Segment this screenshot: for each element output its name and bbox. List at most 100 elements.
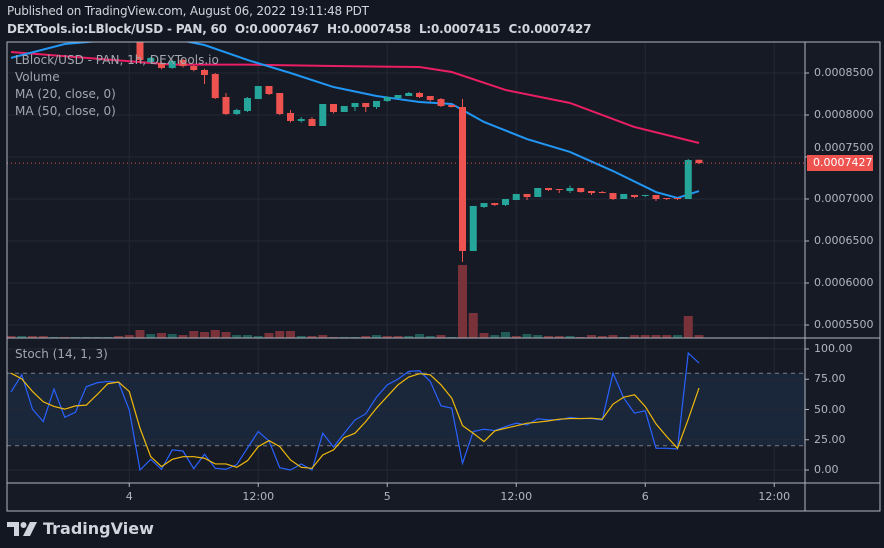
candle-body (287, 112, 294, 121)
volume-bar (318, 335, 328, 338)
volume-bar (275, 331, 285, 338)
candle-body (276, 92, 284, 114)
volume-bar (544, 336, 553, 338)
candle-body (168, 60, 176, 68)
volume-bar (533, 335, 543, 338)
volume-bar (286, 331, 295, 338)
candle-body (394, 95, 402, 99)
candle-body (211, 74, 219, 99)
volume-bar (640, 335, 650, 338)
volume-bar (415, 334, 424, 338)
volume-bar (683, 316, 693, 338)
candle (287, 109, 294, 123)
candle-body (244, 98, 251, 111)
candle-body (319, 103, 327, 127)
candle-body (631, 194, 638, 197)
candle-body (534, 187, 542, 197)
candle (545, 187, 552, 192)
legend-volume[interactable]: Volume (15, 70, 60, 84)
legend-stoch[interactable]: Stoch (14, 1, 3) (15, 347, 108, 361)
symbol-name: DEXTools.io:LBlock/USD - PAN, 60 (7, 22, 227, 36)
volume-bar (296, 336, 306, 338)
candle (362, 102, 370, 112)
candle (480, 203, 488, 208)
candle-body (491, 203, 499, 205)
candle (340, 106, 348, 112)
candle-body (190, 66, 198, 70)
volume-bar (425, 336, 435, 338)
price-axis-label: 0.0007500 (814, 141, 874, 155)
candle-body (652, 194, 660, 199)
volume-bar (253, 336, 263, 338)
candle (222, 92, 230, 115)
volume-bar (114, 336, 123, 338)
time-axis-label: 4 (125, 490, 133, 503)
price-axis-label: 0.0008500 (814, 66, 874, 79)
time-axis-label: 5 (383, 490, 391, 503)
symbol-ohlc-line: DEXTools.io:LBlock/USD - PAN, 60 O:0.000… (7, 22, 595, 36)
candle (577, 187, 585, 193)
price-axis-label: 0.0007000 (814, 192, 874, 205)
candle-body (233, 109, 241, 114)
candle-body (373, 100, 380, 108)
candle-body (416, 92, 423, 98)
candle (211, 73, 219, 100)
time-axis-label: 12:00 (242, 490, 275, 503)
candle-body (502, 199, 509, 205)
chart-frame (6, 41, 881, 512)
candle (631, 194, 638, 198)
candle (491, 203, 499, 206)
ohlc-high: H:0.0007458 (326, 22, 411, 36)
candle (383, 96, 391, 102)
volume-bar (28, 336, 37, 338)
candle (373, 100, 380, 110)
volume-bar (372, 335, 381, 338)
volume-bar (404, 336, 414, 338)
ohlc-open: O:0.0007467 (234, 22, 319, 36)
stoch-d-line (10, 372, 700, 469)
candle-body (620, 193, 628, 199)
volume-bar (7, 336, 16, 338)
published-info: Published on TradingView.com, August 06,… (7, 4, 369, 18)
candle-body (674, 197, 681, 199)
candle (502, 199, 509, 206)
candle-body (222, 97, 230, 114)
legend-ma20[interactable]: MA (20, close, 0) (15, 87, 116, 101)
candle (190, 65, 198, 72)
time-axis-label: 12:00 (500, 490, 533, 503)
legend-ma50[interactable]: MA (50, close, 0) (15, 104, 116, 118)
volume-bar (210, 330, 220, 338)
candle (168, 59, 176, 69)
ohlc-close: C:0.0007427 (508, 22, 592, 36)
volume-bar (38, 336, 48, 338)
candle-body (523, 193, 531, 197)
tradingview-logo-icon (7, 521, 37, 536)
candle-body (158, 62, 165, 68)
candle (448, 105, 456, 108)
legend-main-series[interactable]: LBlock/USD - PAN, 1h, DEXTools.io (15, 53, 219, 67)
candle (319, 103, 327, 127)
volume-bar (565, 336, 575, 338)
candle (588, 191, 595, 195)
volume-bar (167, 334, 177, 338)
candle-body (469, 205, 477, 251)
volume-bar (479, 333, 489, 338)
volume-bar (135, 330, 145, 338)
candle-body (405, 92, 413, 97)
candle (330, 103, 337, 114)
candle-body (480, 203, 488, 207)
stoch-axis-label: 0.00 (814, 463, 839, 476)
candle (426, 96, 434, 102)
tradingview-logo[interactable]: TradingView (7, 519, 154, 538)
candle-body (555, 189, 563, 191)
candle (179, 58, 187, 68)
volume-bar (17, 336, 27, 338)
candle-body (609, 193, 617, 199)
candle (674, 197, 681, 201)
candle-body (340, 106, 348, 112)
candle (437, 98, 445, 108)
candle (394, 95, 402, 100)
candle (254, 86, 262, 100)
volume-bar (393, 336, 403, 338)
